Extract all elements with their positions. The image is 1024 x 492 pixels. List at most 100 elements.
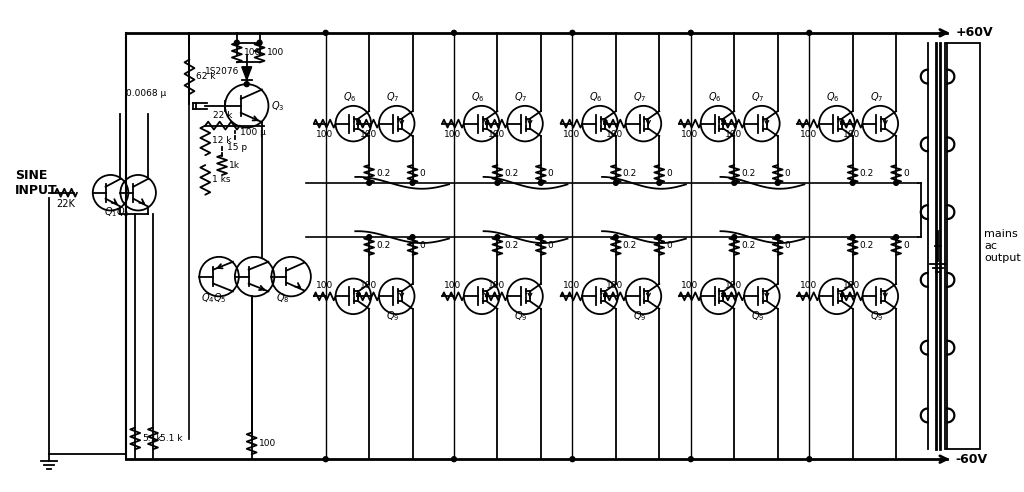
Text: $Q_7$: $Q_7$ — [514, 90, 527, 104]
Text: 100: 100 — [244, 48, 261, 57]
Text: 100: 100 — [800, 281, 817, 290]
Circle shape — [656, 235, 662, 240]
Text: 100: 100 — [800, 129, 817, 139]
Text: 0: 0 — [548, 169, 554, 179]
Text: -60V: -60V — [955, 453, 987, 465]
Circle shape — [732, 235, 736, 240]
Text: 1 ks: 1 ks — [212, 175, 230, 184]
Circle shape — [570, 457, 574, 461]
Text: 62 k: 62 k — [197, 72, 216, 81]
Text: 5.1k: 5.1k — [142, 434, 162, 443]
Text: 100: 100 — [259, 439, 275, 448]
Text: 0: 0 — [667, 242, 672, 250]
Text: $Q_4Q_5$: $Q_4Q_5$ — [202, 291, 227, 305]
Circle shape — [234, 40, 240, 45]
Text: $Q_9$: $Q_9$ — [386, 309, 399, 323]
Circle shape — [495, 181, 500, 185]
Text: 100: 100 — [843, 129, 860, 139]
Text: 0.2: 0.2 — [376, 169, 390, 179]
Text: 0: 0 — [548, 242, 554, 250]
Circle shape — [613, 235, 618, 240]
Text: 0.0068 µ: 0.0068 µ — [126, 89, 166, 98]
Text: 100 µ: 100 µ — [240, 128, 265, 137]
Text: 100: 100 — [359, 281, 377, 290]
Text: $Q_6$: $Q_6$ — [471, 90, 484, 104]
Text: 100: 100 — [725, 129, 742, 139]
Text: 0: 0 — [903, 169, 908, 179]
Text: 0: 0 — [784, 242, 791, 250]
Text: $Q_7$: $Q_7$ — [386, 90, 399, 104]
Text: $Q_9$: $Q_9$ — [514, 309, 527, 323]
Text: 1k: 1k — [229, 160, 240, 170]
Text: 100: 100 — [266, 48, 284, 57]
Text: 0: 0 — [903, 242, 908, 250]
Text: $Q_1Q_2$: $Q_1Q_2$ — [103, 205, 129, 219]
Circle shape — [257, 40, 262, 45]
Circle shape — [495, 235, 500, 240]
Text: $Q_3$: $Q_3$ — [271, 99, 285, 113]
Text: 100: 100 — [359, 129, 377, 139]
Text: 0.2: 0.2 — [376, 242, 390, 250]
Text: 100: 100 — [681, 129, 698, 139]
Text: 100: 100 — [606, 129, 624, 139]
Text: 0: 0 — [420, 169, 425, 179]
Text: 100: 100 — [316, 281, 334, 290]
Text: 22K: 22K — [56, 199, 76, 209]
Text: 15 p: 15 p — [227, 143, 247, 152]
Text: 100: 100 — [563, 281, 580, 290]
Text: 100: 100 — [487, 129, 505, 139]
Text: 100: 100 — [487, 281, 505, 290]
Text: 0: 0 — [420, 242, 425, 250]
Text: $Q_6$: $Q_6$ — [343, 90, 356, 104]
Text: $Q_7$: $Q_7$ — [633, 90, 646, 104]
Circle shape — [688, 457, 693, 461]
Circle shape — [452, 457, 457, 461]
Circle shape — [410, 181, 415, 185]
Text: $Q_8$: $Q_8$ — [276, 291, 290, 305]
Circle shape — [850, 181, 855, 185]
Text: 0.2: 0.2 — [623, 242, 637, 250]
Text: 0.2: 0.2 — [859, 242, 873, 250]
Text: 100: 100 — [316, 129, 334, 139]
Text: $Q_6$: $Q_6$ — [826, 90, 840, 104]
Circle shape — [570, 31, 574, 35]
Text: 0: 0 — [784, 169, 791, 179]
Circle shape — [539, 235, 544, 240]
Circle shape — [324, 31, 328, 35]
Text: 100: 100 — [725, 281, 742, 290]
Circle shape — [775, 235, 780, 240]
Circle shape — [688, 31, 693, 35]
Circle shape — [324, 457, 328, 461]
Circle shape — [775, 181, 780, 185]
Text: 0.2: 0.2 — [504, 242, 518, 250]
Circle shape — [807, 31, 812, 35]
Text: 0.2: 0.2 — [741, 169, 756, 179]
Text: 0.2: 0.2 — [623, 169, 637, 179]
Circle shape — [732, 181, 736, 185]
Text: $Q_6$: $Q_6$ — [590, 90, 603, 104]
Text: $Q_9$: $Q_9$ — [752, 309, 765, 323]
Text: $Q_6$: $Q_6$ — [708, 90, 721, 104]
Circle shape — [807, 457, 812, 461]
Circle shape — [245, 82, 249, 87]
Text: 12 k: 12 k — [212, 136, 231, 145]
Text: mains
ac
output: mains ac output — [984, 229, 1021, 263]
Text: $Q_9$: $Q_9$ — [633, 309, 646, 323]
Text: 100: 100 — [563, 129, 580, 139]
Polygon shape — [242, 67, 252, 80]
Text: 100: 100 — [606, 281, 624, 290]
Text: 1S2076: 1S2076 — [206, 67, 240, 76]
Text: $Q_7$: $Q_7$ — [752, 90, 765, 104]
Circle shape — [613, 181, 618, 185]
Text: 100: 100 — [843, 281, 860, 290]
Circle shape — [656, 181, 662, 185]
Text: 0.2: 0.2 — [859, 169, 873, 179]
Text: 100: 100 — [444, 281, 462, 290]
Text: 22 k: 22 k — [213, 111, 232, 120]
Text: 0: 0 — [667, 169, 672, 179]
Circle shape — [367, 181, 372, 185]
Text: 0.2: 0.2 — [504, 169, 518, 179]
Text: 5.1 k: 5.1 k — [160, 434, 182, 443]
Circle shape — [452, 31, 457, 35]
Text: $Q_7$: $Q_7$ — [869, 90, 883, 104]
